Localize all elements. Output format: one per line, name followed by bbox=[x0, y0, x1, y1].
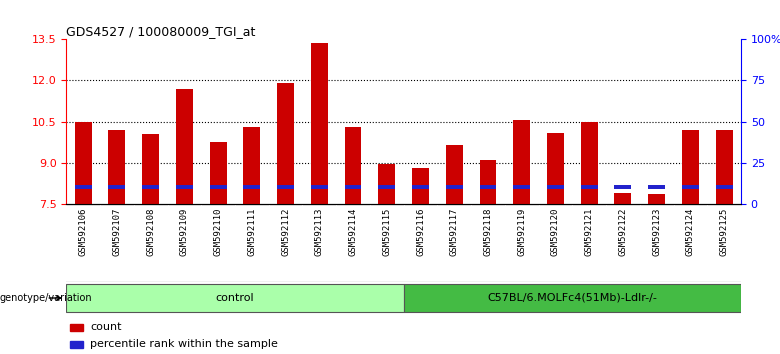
Text: GSM592106: GSM592106 bbox=[79, 208, 87, 256]
Text: GSM592125: GSM592125 bbox=[720, 208, 729, 256]
Bar bbox=[75, 121, 91, 204]
Bar bbox=[66, 284, 404, 312]
Text: GSM592118: GSM592118 bbox=[484, 208, 492, 256]
Bar bbox=[513, 120, 530, 204]
Text: GSM592123: GSM592123 bbox=[652, 208, 661, 256]
Bar bbox=[345, 127, 361, 204]
Bar bbox=[277, 185, 294, 189]
Bar bbox=[547, 132, 564, 204]
Bar bbox=[108, 130, 126, 204]
Bar bbox=[404, 284, 741, 312]
Bar bbox=[412, 168, 429, 204]
Bar bbox=[446, 185, 463, 189]
Bar bbox=[682, 130, 699, 204]
Text: GDS4527 / 100080009_TGI_at: GDS4527 / 100080009_TGI_at bbox=[66, 25, 256, 38]
Text: GSM592108: GSM592108 bbox=[146, 208, 155, 256]
Bar bbox=[615, 193, 631, 204]
Text: control: control bbox=[215, 293, 254, 303]
Bar bbox=[142, 134, 159, 204]
Bar bbox=[648, 185, 665, 189]
Bar bbox=[311, 43, 328, 204]
Bar bbox=[378, 164, 395, 204]
Bar bbox=[69, 341, 83, 348]
Bar bbox=[446, 145, 463, 204]
Bar bbox=[480, 160, 496, 204]
Text: GSM592115: GSM592115 bbox=[382, 208, 392, 256]
Bar bbox=[243, 127, 261, 204]
Bar bbox=[69, 324, 83, 331]
Bar bbox=[243, 185, 261, 189]
Bar bbox=[581, 121, 597, 204]
Bar bbox=[345, 185, 361, 189]
Bar bbox=[108, 185, 126, 189]
Bar bbox=[75, 185, 91, 189]
Text: GSM592122: GSM592122 bbox=[619, 208, 627, 256]
Bar bbox=[615, 185, 631, 189]
Text: GSM592121: GSM592121 bbox=[585, 208, 594, 256]
Text: GSM592116: GSM592116 bbox=[416, 208, 425, 256]
Bar bbox=[412, 185, 429, 189]
Bar bbox=[716, 185, 732, 189]
Bar bbox=[581, 185, 597, 189]
Text: percentile rank within the sample: percentile rank within the sample bbox=[90, 339, 278, 349]
Text: GSM592117: GSM592117 bbox=[450, 208, 459, 256]
Text: GSM592107: GSM592107 bbox=[112, 208, 122, 256]
Text: GSM592124: GSM592124 bbox=[686, 208, 695, 256]
Text: GSM592111: GSM592111 bbox=[247, 208, 257, 256]
Bar bbox=[311, 185, 328, 189]
Text: count: count bbox=[90, 322, 122, 332]
Bar bbox=[176, 185, 193, 189]
Text: C57BL/6.MOLFc4(51Mb)-Ldlr-/-: C57BL/6.MOLFc4(51Mb)-Ldlr-/- bbox=[488, 293, 658, 303]
Bar bbox=[210, 185, 226, 189]
Text: genotype/variation: genotype/variation bbox=[0, 293, 93, 303]
Text: GSM592120: GSM592120 bbox=[551, 208, 560, 256]
Bar bbox=[378, 185, 395, 189]
Bar bbox=[142, 185, 159, 189]
Bar bbox=[480, 185, 496, 189]
Text: GSM592114: GSM592114 bbox=[349, 208, 357, 256]
Text: GSM592113: GSM592113 bbox=[315, 208, 324, 256]
Text: GSM592119: GSM592119 bbox=[517, 208, 526, 256]
Bar bbox=[716, 130, 732, 204]
Bar bbox=[210, 142, 226, 204]
Bar bbox=[648, 194, 665, 204]
Text: GSM592110: GSM592110 bbox=[214, 208, 222, 256]
Bar bbox=[513, 185, 530, 189]
Bar bbox=[277, 83, 294, 204]
Bar bbox=[547, 185, 564, 189]
Bar bbox=[682, 185, 699, 189]
Text: GSM592112: GSM592112 bbox=[281, 208, 290, 256]
Text: GSM592109: GSM592109 bbox=[180, 208, 189, 256]
Bar bbox=[176, 88, 193, 204]
